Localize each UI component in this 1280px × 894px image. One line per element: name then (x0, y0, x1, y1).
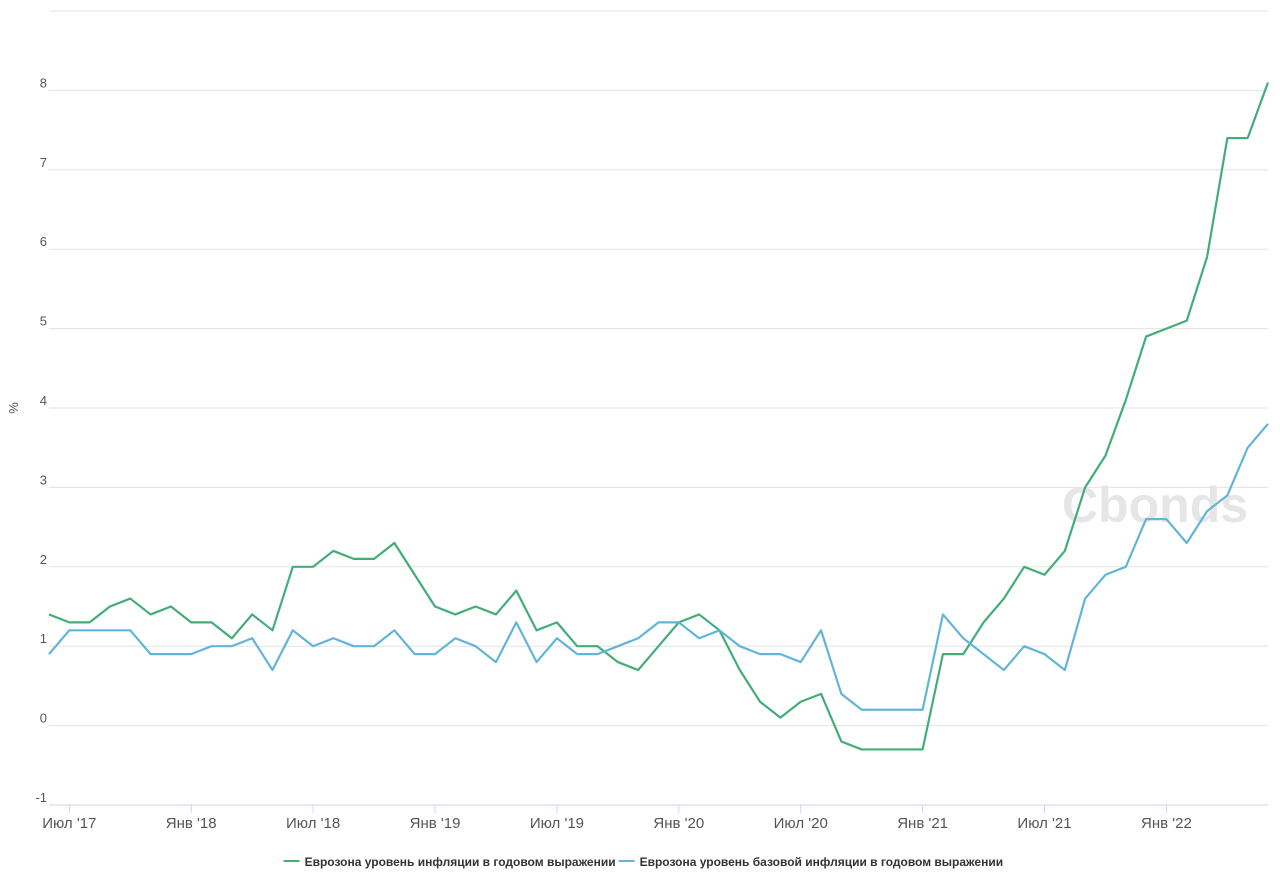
y-tick-label: 7 (40, 155, 47, 170)
series-line (48, 82, 1270, 751)
y-tick-label: 2 (40, 552, 47, 567)
y-tick-label: 8 (40, 75, 47, 90)
x-tick-label: Янв '21 (897, 815, 948, 832)
x-tick-label: Июл '17 (42, 815, 96, 832)
x-tick-label: Янв '18 (166, 815, 217, 832)
x-tick-label: Июл '18 (286, 815, 340, 832)
x-tick-label: Янв '20 (653, 815, 704, 832)
watermark: Cbonds (1062, 477, 1248, 533)
x-tick-label: Янв '19 (410, 815, 461, 832)
legend-label: Еврозона уровень инфляции в годовом выра… (305, 855, 616, 869)
y-tick-label: 1 (40, 631, 47, 646)
series-line (48, 423, 1269, 711)
y-tick-label: 3 (40, 472, 47, 487)
x-tick-label: Июл '20 (774, 815, 828, 832)
legend-label: Еврозона уровень базовой инфляции в годо… (640, 855, 1004, 869)
y-tick-label: -1 (35, 790, 47, 805)
y-tick-label: 6 (40, 234, 47, 249)
x-tick-label: Июл '19 (530, 815, 584, 832)
y-tick-label: 5 (40, 314, 47, 329)
y-axis-label: % (6, 402, 21, 414)
x-tick-label: Янв '22 (1141, 815, 1192, 832)
x-tick-label: Июл '21 (1017, 815, 1071, 832)
y-tick-label: 4 (40, 393, 47, 408)
y-tick-label: 0 (40, 711, 47, 726)
